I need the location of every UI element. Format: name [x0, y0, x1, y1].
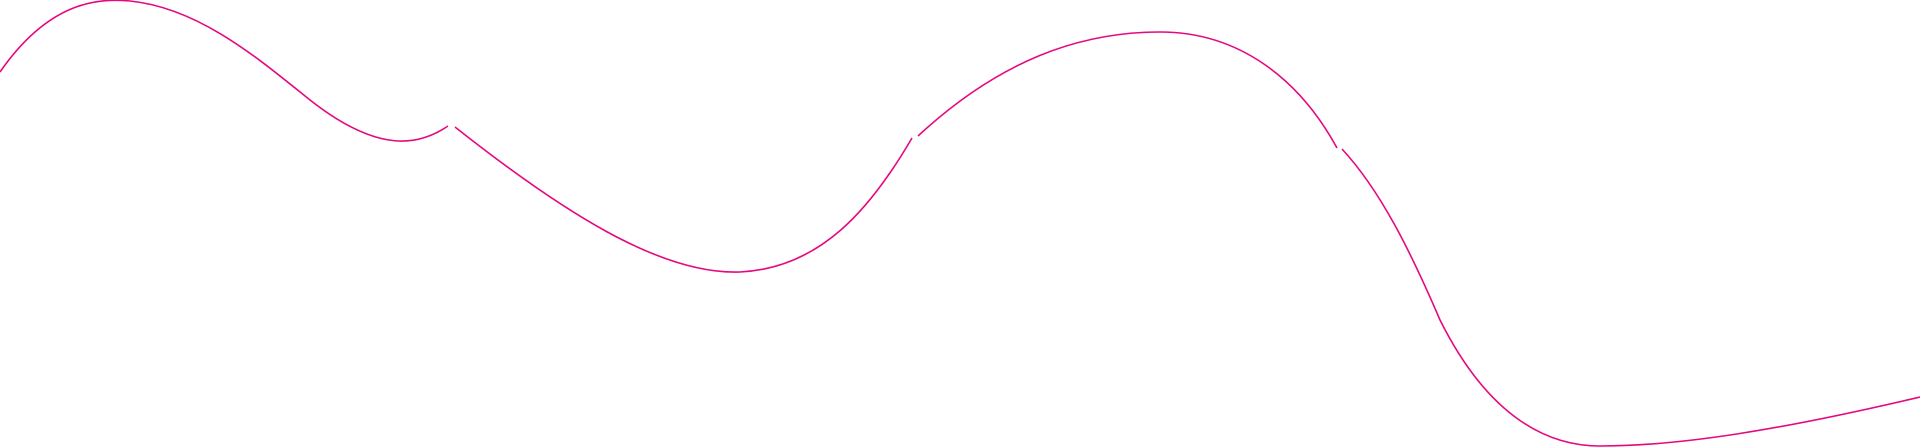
- wave-segment-4: [1341, 148, 1920, 447]
- wave-segment-3: [917, 31, 1338, 149]
- wave-segment-1: [0, 0, 449, 142]
- wave-segment-2: [454, 126, 913, 273]
